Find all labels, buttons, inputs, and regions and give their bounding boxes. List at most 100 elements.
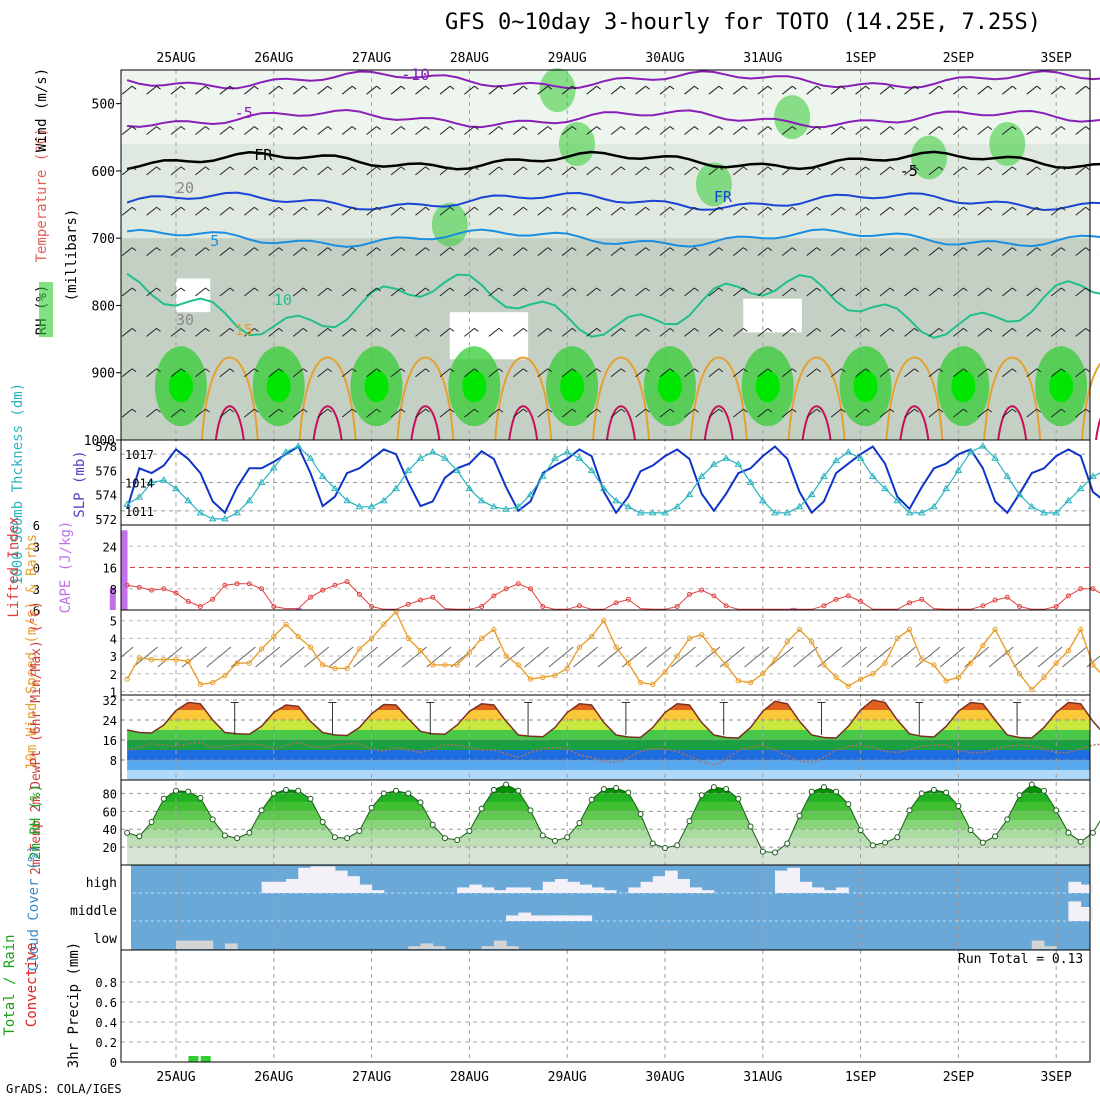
rh-point: [258, 807, 265, 814]
cloud-cell-high: [334, 870, 348, 893]
rh-point: [600, 785, 607, 792]
rh-point: [295, 787, 302, 794]
wind-barb: [733, 368, 744, 378]
wind-speed-point: [442, 662, 448, 668]
wind-barb: [170, 247, 182, 257]
wind-speed-point: [161, 656, 167, 663]
wind-barb: [684, 287, 695, 297]
wind-speed-point: [491, 626, 497, 633]
wind-barb: [586, 126, 597, 135]
wind-barb-flag: [400, 368, 406, 373]
rh-point: [1040, 787, 1047, 794]
wind-speed-point: [515, 662, 521, 668]
rh-point: [551, 837, 558, 844]
wind-barb: [1026, 206, 1038, 216]
wind-barb-flag: [474, 287, 479, 292]
cloud-cell-low: [200, 940, 214, 949]
wind-barb: [537, 85, 549, 95]
wind-barb-flag: [522, 206, 528, 211]
wind-barb: [830, 126, 842, 135]
wind-barb-flag: [278, 408, 284, 413]
wind-barb-flag: [840, 85, 846, 90]
wind-barb: [953, 287, 964, 297]
surface-temp-loop: [494, 356, 553, 441]
wind-barb-flag: [302, 126, 308, 130]
wind-10m-barb: [866, 656, 880, 668]
wind-10m-barb: [365, 646, 378, 658]
wind-barb-flag: [596, 85, 601, 90]
cloud-cell-low: [506, 946, 519, 949]
wind-barb-flag: [1011, 126, 1017, 130]
wind-10m-barb: [401, 656, 415, 668]
wind-barb-flag: [400, 287, 406, 292]
wind-barb: [904, 368, 915, 378]
wind-barb: [195, 287, 206, 297]
rh-point: [356, 828, 363, 834]
rh-point: [197, 794, 204, 801]
wind-barb-flag: [963, 206, 968, 211]
wind-barb: [1026, 85, 1038, 95]
wind-barb: [390, 166, 402, 176]
rh-point: [319, 819, 326, 826]
wind-barb: [488, 206, 500, 216]
wind-barb-flag: [963, 166, 968, 171]
wind-barb: [830, 327, 842, 337]
wind-10m-barb: [658, 646, 672, 658]
wind-barb-flag: [425, 327, 430, 332]
wind-speed-point: [148, 656, 155, 663]
wind-barb-flag: [718, 247, 724, 252]
wind-barb: [1075, 408, 1086, 418]
wind-barb: [561, 126, 573, 135]
wind-barb-flag: [1011, 327, 1017, 332]
wind-barb-flag: [425, 368, 430, 373]
wind-barb-flag: [889, 166, 895, 171]
wind-barb-flag: [156, 166, 161, 171]
wind-barb-flag: [571, 287, 577, 292]
bottom-day-label-8: 2SEP: [943, 1070, 974, 1085]
wind-barb-flag: [278, 327, 284, 332]
wind-barb-flag: [156, 287, 161, 292]
wind-10m-barb: [707, 646, 721, 658]
thickness-point: [1003, 472, 1012, 479]
thickness-point: [392, 484, 400, 492]
wind-barb: [537, 327, 549, 337]
wind-barb: [366, 247, 377, 257]
cloud-cell-high: [310, 866, 324, 893]
wind-barb-flag: [522, 408, 528, 413]
wind-barb-flag: [596, 327, 601, 332]
wind-10m-barb: [1013, 656, 1026, 668]
wind-barb-flag: [694, 247, 699, 252]
wind-barb-flag: [1036, 126, 1042, 130]
wind-barb-flag: [156, 408, 161, 413]
wind-barb: [464, 166, 475, 176]
rh-saturated-blob: [168, 370, 193, 403]
wind-barb: [928, 247, 940, 257]
lifted-index-point: [540, 603, 546, 609]
wind-barb-flag: [449, 368, 455, 373]
wind-barb-flag: [229, 85, 235, 90]
wind-speed-point: [931, 662, 937, 668]
rh-point: [307, 795, 314, 802]
wind-barb-flag: [816, 126, 822, 130]
rh-point: [698, 792, 705, 799]
wind-barb: [512, 368, 524, 378]
wind-barb-flag: [571, 408, 577, 413]
rh-point: [979, 839, 986, 846]
wind-barb-flag: [1085, 408, 1090, 413]
wind-barb: [586, 206, 597, 216]
cape-tick-label: 24: [103, 540, 117, 554]
wind-speed-point: [234, 660, 240, 666]
rh-band: [127, 793, 1090, 803]
rh-point: [490, 786, 497, 793]
wind-barb: [415, 408, 426, 418]
wind-barb-flag: [1085, 247, 1090, 252]
rh-point: [625, 789, 632, 796]
cloud-cell-middle: [506, 915, 519, 921]
wind-speed-point: [185, 658, 191, 665]
rh-point: [1065, 829, 1072, 836]
wind-barb-flag: [596, 206, 601, 211]
wind-barb-flag: [376, 126, 381, 130]
wind-barb: [953, 85, 964, 95]
wind-speed-point: [307, 644, 314, 650]
wind-barb: [684, 206, 695, 216]
